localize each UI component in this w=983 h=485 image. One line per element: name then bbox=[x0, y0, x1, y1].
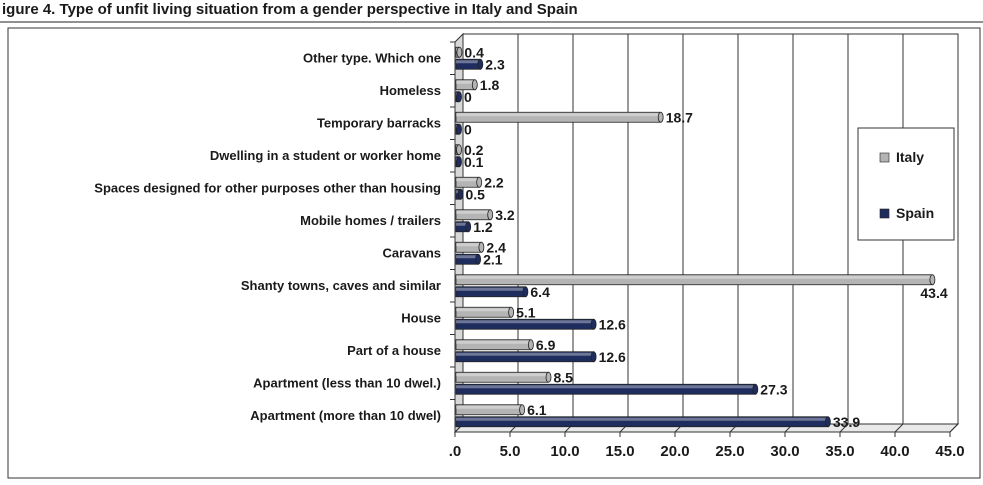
category-label: Mobile homes / trailers bbox=[300, 213, 441, 228]
x-tick-label: 5.0 bbox=[500, 443, 521, 460]
x-tick-label: 10.0 bbox=[550, 443, 579, 460]
category-label: Homeless bbox=[380, 83, 441, 98]
bar-spain bbox=[455, 383, 759, 395]
bar-spain bbox=[455, 91, 462, 103]
legend-box bbox=[857, 127, 955, 241]
category-label: Caravans bbox=[382, 245, 441, 260]
bar-spain bbox=[455, 351, 597, 363]
bar-italy bbox=[455, 371, 552, 383]
data-label-spain: 0.5 bbox=[466, 186, 486, 202]
data-label-italy: 1.8 bbox=[480, 77, 500, 93]
category-label: House bbox=[401, 310, 441, 325]
data-label-spain: 12.6 bbox=[599, 349, 626, 365]
data-label-spain: 27.3 bbox=[760, 381, 787, 397]
bar-spain bbox=[455, 188, 464, 200]
bar-spain bbox=[455, 221, 472, 233]
data-label-italy: 8.5 bbox=[554, 369, 574, 385]
data-label-spain: 0.1 bbox=[464, 154, 484, 170]
data-label-italy: 2.2 bbox=[484, 174, 504, 190]
bar-italy bbox=[455, 404, 525, 416]
legend-swatch-italy bbox=[879, 152, 890, 163]
bar-italy bbox=[455, 209, 494, 221]
x-tick-label: 40.0 bbox=[880, 443, 909, 460]
data-label-spain: 0 bbox=[464, 121, 472, 137]
bar-italy bbox=[455, 111, 664, 123]
bar-spain bbox=[455, 318, 597, 330]
data-label-italy: 0.4 bbox=[464, 44, 484, 60]
figure-caption: igure 4. Type of unfit living situation … bbox=[2, 1, 578, 18]
data-label-italy: 6.1 bbox=[527, 402, 547, 418]
category-label: Apartment (more than 10 dwel) bbox=[250, 408, 441, 423]
gridline-floor bbox=[949, 423, 959, 433]
data-label-italy: 5.1 bbox=[516, 304, 536, 320]
bar-spain bbox=[455, 253, 482, 265]
x-tick-label: 35.0 bbox=[825, 443, 854, 460]
x-tick-label: 15.0 bbox=[605, 443, 634, 460]
category-label: Temporary barracks bbox=[317, 115, 441, 130]
category-label: Dwelling in a student or worker home bbox=[210, 148, 441, 163]
x-tick-label: 30.0 bbox=[770, 443, 799, 460]
x-tick-label: 20.0 bbox=[660, 443, 689, 460]
bar-spain bbox=[455, 123, 462, 135]
x-tick-label: 25.0 bbox=[715, 443, 744, 460]
category-label: Shanty towns, caves and similar bbox=[241, 278, 441, 293]
data-label-italy: 3.2 bbox=[495, 207, 515, 223]
legend-label-spain: Spain bbox=[896, 205, 934, 221]
data-label-italy: 0.2 bbox=[464, 142, 484, 158]
x-tick-label: 45.0 bbox=[935, 443, 964, 460]
data-label-italy: 2.4 bbox=[486, 239, 506, 255]
legend-label-italy: Italy bbox=[896, 149, 924, 165]
gridline-floor bbox=[894, 423, 904, 433]
data-label-spain: 1.2 bbox=[473, 219, 493, 235]
data-label-spain: 12.6 bbox=[599, 316, 626, 332]
x-tick-label: .0 bbox=[449, 443, 462, 460]
category-label: Spaces designed for other purposes other… bbox=[94, 180, 441, 195]
data-label-italy: 6.9 bbox=[536, 337, 556, 353]
bar-italy bbox=[455, 339, 534, 351]
bar-italy bbox=[455, 176, 483, 188]
category-label: Other type. Which one bbox=[303, 50, 441, 65]
bar-spain bbox=[455, 286, 529, 298]
data-label-spain: 33.9 bbox=[833, 414, 860, 430]
legend-swatch-spain bbox=[879, 208, 890, 219]
gridline-floor bbox=[839, 423, 849, 433]
bar-italy bbox=[455, 274, 936, 286]
data-label-italy: 18.7 bbox=[666, 109, 693, 125]
bar-spain bbox=[455, 156, 462, 168]
bar-italy bbox=[455, 144, 462, 156]
bar-spain bbox=[455, 58, 484, 70]
category-label: Apartment (less than 10 dwel.) bbox=[253, 375, 441, 390]
data-label-spain: 6.4 bbox=[530, 284, 550, 300]
category-label: Part of a house bbox=[347, 343, 441, 358]
bar-spain bbox=[455, 416, 831, 428]
data-label-spain: 2.1 bbox=[483, 251, 503, 267]
bar-italy bbox=[455, 79, 478, 91]
bar-italy bbox=[455, 241, 485, 253]
data-label-spain: 0 bbox=[464, 89, 472, 105]
chart-border bbox=[7, 27, 981, 479]
data-label-italy: 43.4 bbox=[920, 285, 947, 301]
data-label-spain: 2.3 bbox=[485, 56, 505, 72]
bar-italy bbox=[455, 306, 515, 318]
bar-italy bbox=[455, 46, 463, 58]
